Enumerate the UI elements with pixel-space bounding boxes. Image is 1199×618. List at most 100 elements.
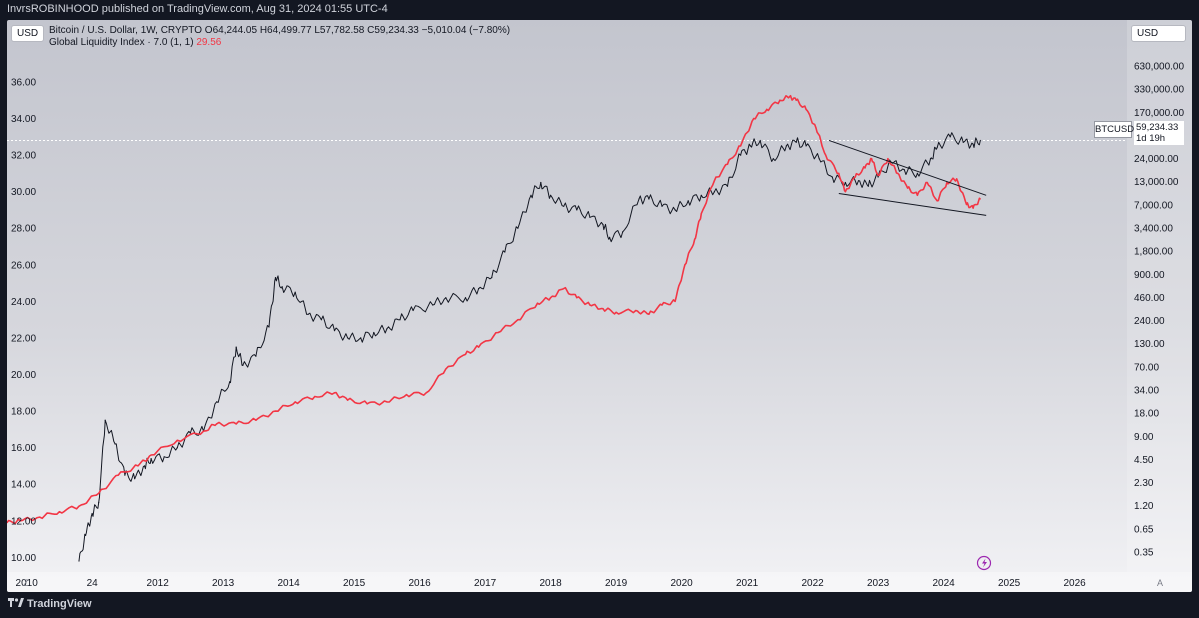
legend-gli-value: 29.56 (196, 37, 222, 48)
btc-point (504, 251, 506, 253)
lightning-icon (976, 555, 992, 571)
left-tick-label: 26.00 (11, 260, 36, 271)
right-tick-label: 900.00 (1134, 270, 1165, 281)
gli-point (235, 423, 237, 425)
x-tick-label: 2023 (867, 578, 890, 589)
gli-point (58, 511, 61, 513)
gli-point (589, 304, 591, 306)
x-tick-label: 24 (87, 578, 99, 589)
btc-point (818, 158, 820, 160)
btc-point (491, 277, 493, 279)
right-tick-label: 0.35 (1134, 548, 1154, 559)
gli-point (661, 304, 663, 306)
x-tick-label: 2018 (540, 578, 563, 589)
lightning-bolt (982, 558, 987, 568)
btc-point (281, 286, 283, 288)
right-tick-label: 18.00 (1134, 409, 1159, 420)
btc-point (857, 180, 860, 182)
x-tick-label: 2013 (212, 578, 235, 589)
gli-point (216, 423, 218, 425)
right-tick-label: 4.50 (1134, 455, 1154, 466)
gli-point (176, 439, 178, 441)
gli-point (795, 99, 797, 101)
btc-point (936, 147, 938, 149)
legend-gli: Global Liquidity Index · 7.0 (1, 1) 29.5… (49, 37, 221, 48)
btc-point (163, 456, 165, 458)
gli-point (563, 288, 565, 290)
gli-point (877, 174, 879, 176)
btc-point (602, 224, 604, 226)
left-tick-label: 20.00 (11, 370, 36, 381)
auto-scale-label: A (1157, 578, 1163, 588)
btc-point (576, 209, 578, 211)
left-tick-label: 22.00 (11, 333, 36, 344)
gli-point (979, 198, 981, 200)
gli-point (887, 158, 889, 160)
left-tick-label: 12.00 (11, 516, 36, 527)
gli-point (536, 302, 539, 304)
gli-point (956, 178, 958, 180)
gli-point (805, 108, 807, 110)
btc-point (412, 309, 414, 312)
gli-point (366, 403, 368, 405)
left-tick-label: 16.00 (11, 443, 36, 454)
chart-svg[interactable]: 10.00 12.00 14.00 16.00 18.00 20.00 22.00 24.00… (7, 20, 1192, 592)
btc-point (962, 141, 964, 143)
right-tick-label: 460.00 (1134, 293, 1165, 304)
tradingview-logo[interactable]: TradingView (8, 598, 92, 610)
btc-point (713, 191, 716, 193)
gli-series-line (7, 94, 981, 525)
x-axis: 2010 24 2012 2013 2014 2015 2016 2017 2018 2019 20… (7, 572, 1192, 592)
btc-point (550, 194, 552, 196)
x-tick-label: 2024 (932, 578, 955, 589)
x-tick-label: 2014 (278, 578, 301, 589)
gli-point (576, 297, 578, 299)
trendline-1 (828, 139, 987, 196)
btc-point (648, 198, 650, 200)
chart-frame[interactable]: 10.00 12.00 14.00 16.00 18.00 20.00 22.00 24.00… (7, 20, 1192, 592)
gli-point (854, 176, 856, 178)
right-axis: 0.35 0.65 1.20 2.30 4.50 9.00 18.00 34.00 70.00 1… (1127, 20, 1192, 572)
bottom-bar: TradingView (0, 592, 1199, 618)
btc-point (360, 337, 362, 339)
right-tick-label: 240.00 (1134, 316, 1165, 327)
gli-point (78, 505, 80, 507)
btc-point (399, 319, 401, 321)
gli-point (916, 194, 919, 196)
btc-point (294, 291, 296, 293)
btc-point (242, 364, 244, 366)
right-tick-label: 1,800.00 (1134, 247, 1173, 258)
gli-point (7, 522, 8, 524)
gli-point (333, 392, 336, 394)
x-tick-label: 2020 (670, 578, 693, 589)
gli-point (844, 191, 847, 193)
gli-point (740, 145, 742, 147)
left-tick-label: 10.00 (11, 553, 36, 564)
btc-point (91, 512, 93, 515)
gli-point (98, 492, 100, 494)
last-price-value: 59,234.33 (1136, 122, 1179, 133)
btc-point (740, 154, 742, 156)
btc-point (478, 288, 480, 290)
btc-point (386, 328, 388, 330)
gli-point (19, 520, 21, 522)
gli-point (838, 172, 840, 174)
left-axis: 10.00 12.00 14.00 16.00 18.00 20.00 22.00 24.00… (11, 77, 36, 563)
btc-point (347, 337, 349, 339)
gli-point (789, 96, 791, 98)
btc-point (903, 169, 905, 171)
btc-point (235, 346, 237, 348)
gli-point (405, 394, 408, 396)
gli-point (137, 465, 139, 467)
btc-point (949, 136, 951, 138)
currency-left[interactable]: USD (11, 25, 44, 42)
btc-point (268, 326, 270, 328)
btc-point (772, 158, 774, 160)
gli-point (694, 238, 696, 240)
gli-point (897, 172, 899, 174)
x-tick-label: 2021 (736, 578, 759, 589)
currency-right[interactable]: USD (1131, 25, 1186, 42)
gli-point (255, 419, 257, 421)
btc-point (831, 176, 833, 178)
btc-point (687, 200, 689, 202)
